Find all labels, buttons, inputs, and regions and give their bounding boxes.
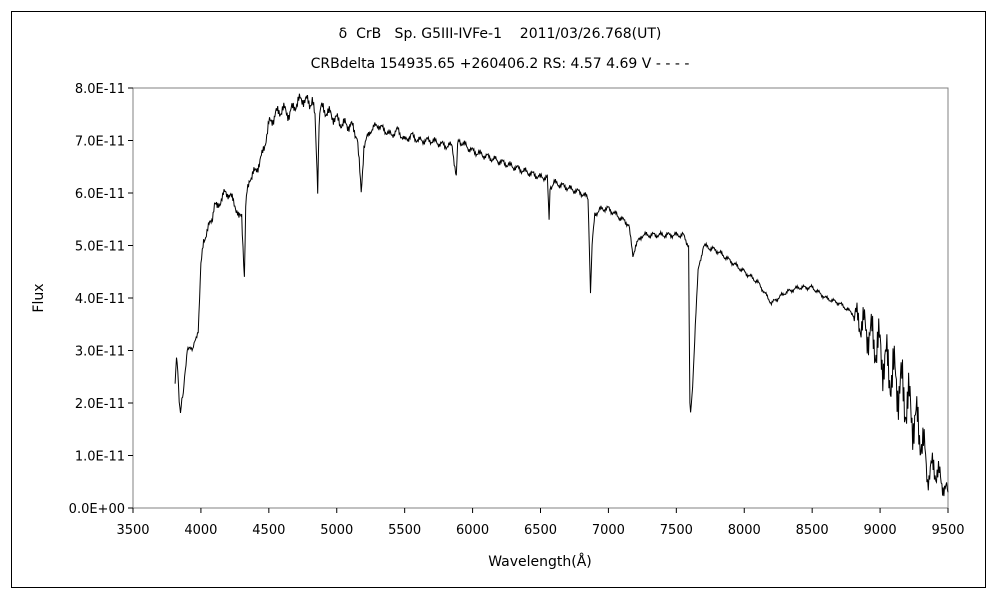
y-axis-label: Flux	[31, 283, 47, 312]
x-tick-label: 4500	[252, 523, 285, 538]
y-tick-label: 2.0E-11	[75, 397, 125, 412]
x-tick-label: 7000	[592, 523, 625, 538]
y-tick-label: 3.0E-11	[75, 345, 125, 360]
x-tick-label: 5500	[388, 523, 421, 538]
y-tick-label: 0.0E+00	[69, 502, 125, 517]
x-tick-label: 3500	[116, 523, 149, 538]
x-tick-label: 9000	[864, 523, 897, 538]
y-tick-label: 1.0E-11	[75, 450, 125, 465]
y-axis: 0.0E+00 1.0E-11 2.0E-11 3.0E-11 4.0E-11 5.0E-…	[69, 82, 133, 517]
chart-title: δ CrB Sp. G5III-IVFe-1 2011/03/26.768(UT…	[338, 26, 662, 42]
plot-area	[132, 87, 949, 509]
y-tick-label: 8.0E-11	[75, 82, 125, 97]
x-tick-label: 5000	[320, 523, 353, 538]
x-tick-label: 6500	[524, 523, 557, 538]
y-tick-label: 5.0E-11	[75, 240, 125, 255]
x-tick-label: 7500	[660, 523, 693, 538]
x-tick-label: 6000	[456, 523, 489, 538]
chart-frame	[11, 11, 986, 588]
y-tick-label: 6.0E-11	[75, 187, 125, 202]
y-tick-label: 4.0E-11	[75, 292, 125, 307]
x-tick-label: 9500	[931, 523, 964, 538]
chart-subtitle: CRBdelta 154935.65 +260406.2 RS: 4.57 4.…	[310, 56, 690, 72]
x-axis-label: Wavelength(Å)	[488, 553, 592, 570]
flux-series-line	[174, 93, 949, 497]
x-axis: 3500 4000 4500 5000 5500 6000 6500 7000 7500 8000…	[116, 508, 965, 538]
x-tick-label: 8000	[728, 523, 761, 538]
x-tick-label: 4000	[184, 523, 217, 538]
x-tick-label: 8500	[796, 523, 829, 538]
y-tick-label: 7.0E-11	[75, 135, 125, 150]
